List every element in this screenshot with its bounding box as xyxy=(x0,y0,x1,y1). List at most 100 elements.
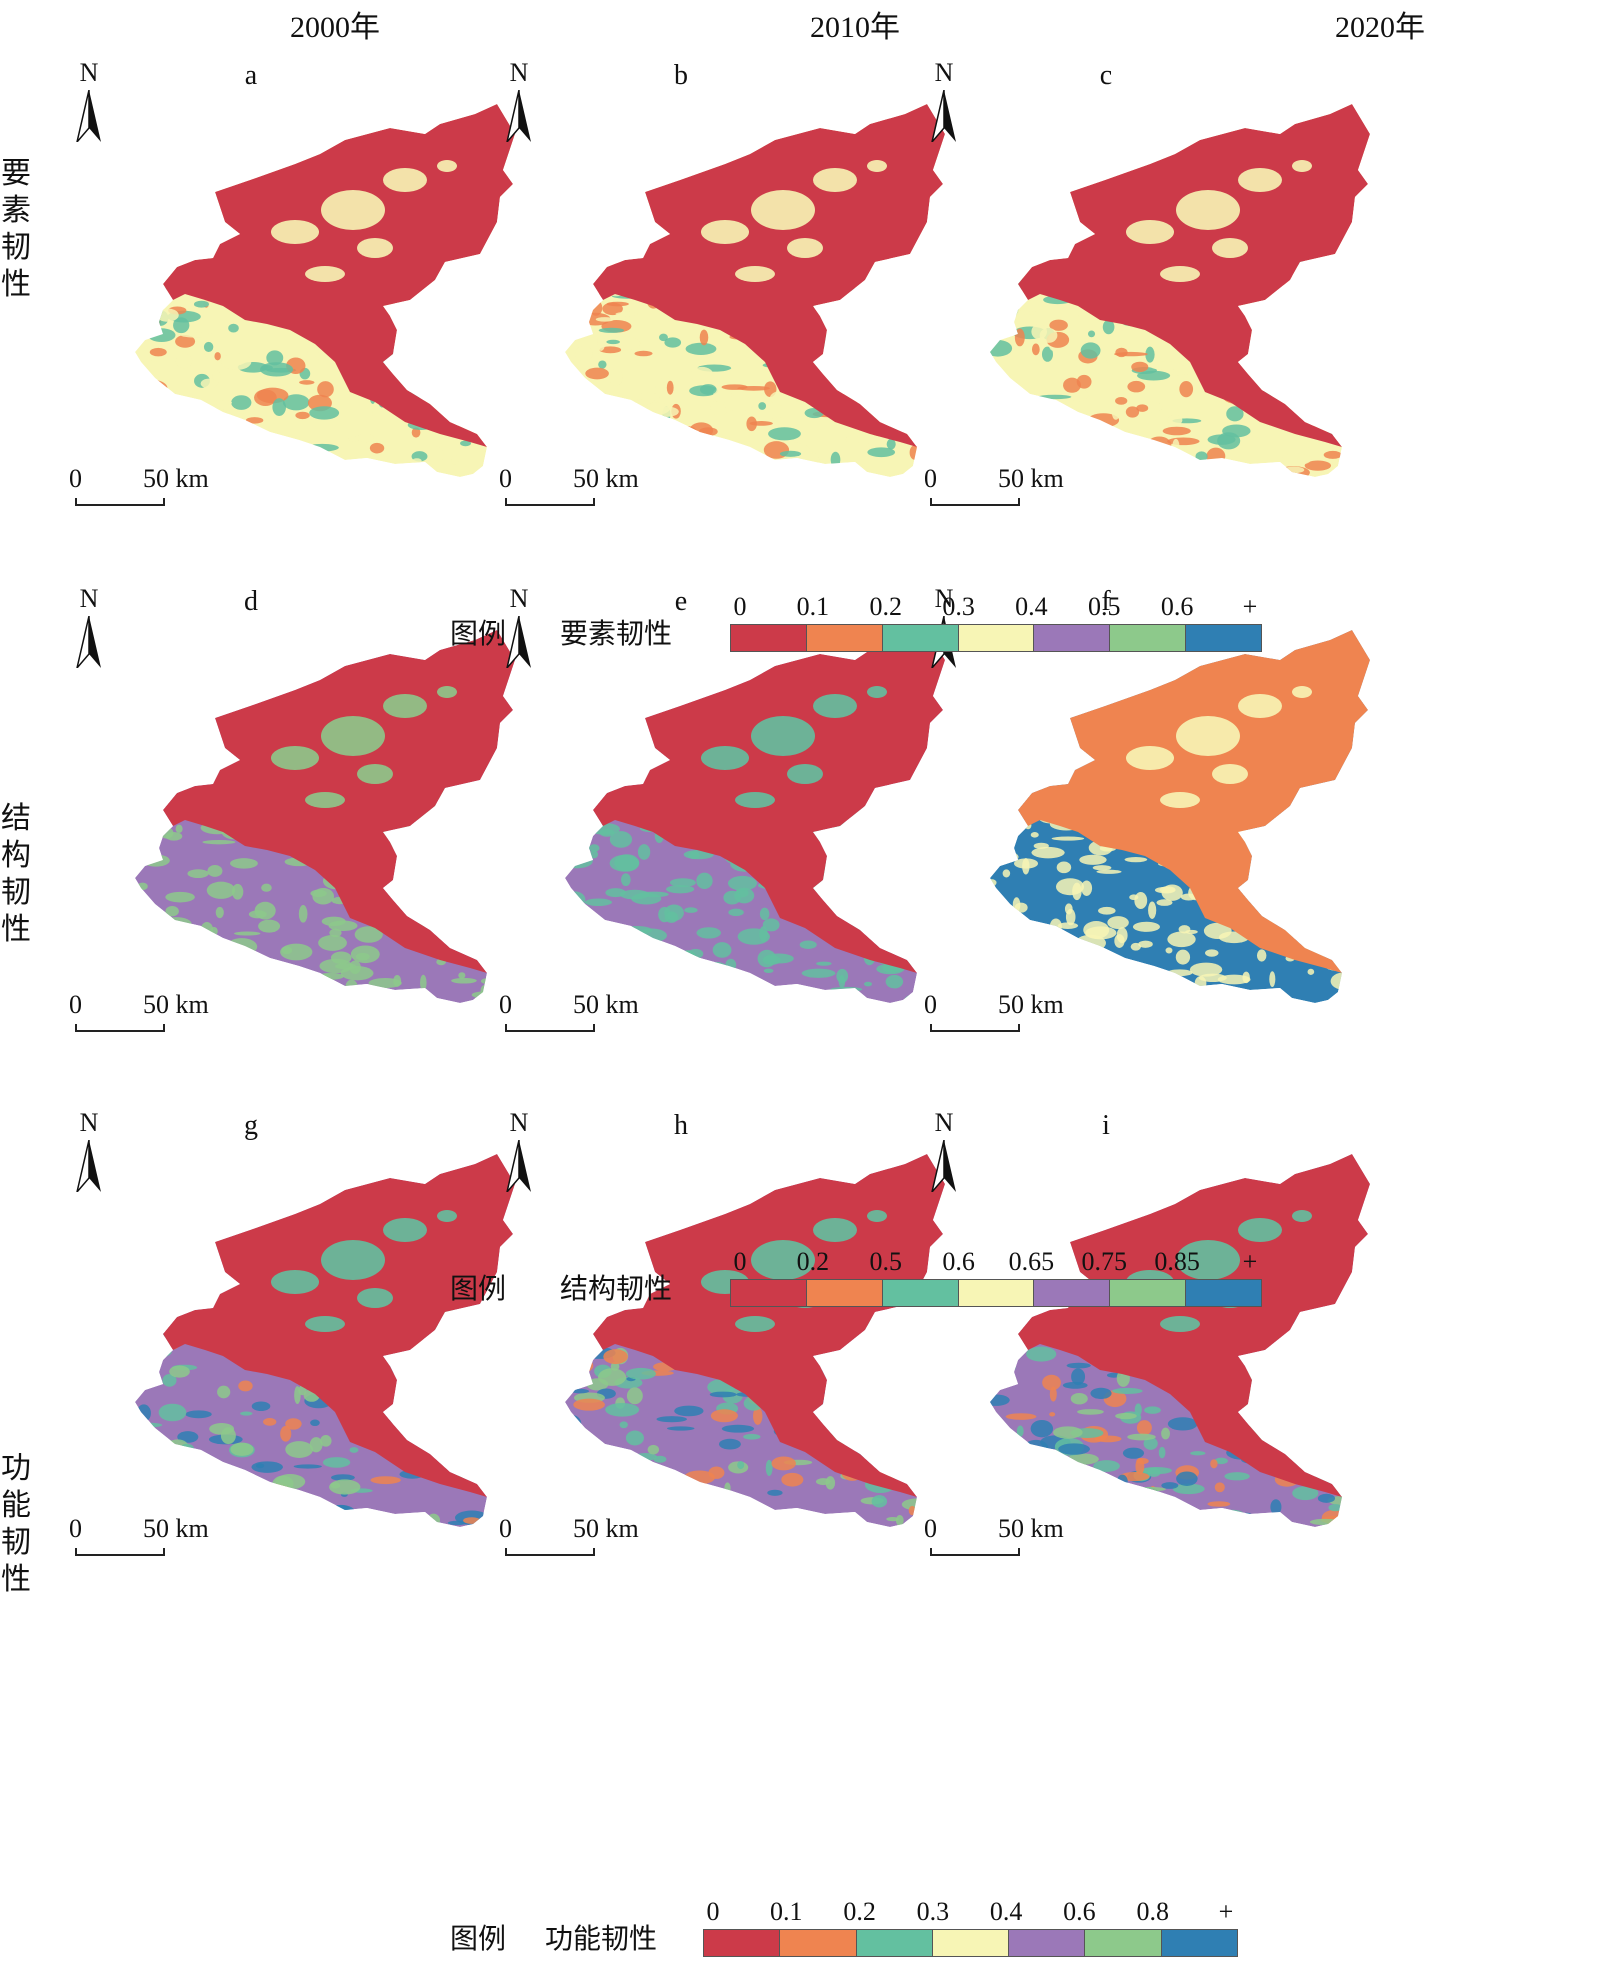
land-patch xyxy=(348,436,360,442)
land-patch xyxy=(420,974,427,991)
land-patch xyxy=(723,395,754,412)
land-patch xyxy=(445,1347,478,1362)
land-patch xyxy=(166,1439,190,1457)
land-patch xyxy=(1010,944,1036,962)
land-patch xyxy=(799,451,820,469)
land-patch xyxy=(755,988,771,994)
land-patch xyxy=(863,981,873,987)
land-patch xyxy=(886,1517,900,1522)
land-patch xyxy=(772,416,784,422)
land-patch xyxy=(1115,347,1128,358)
land-patch xyxy=(218,955,226,968)
land-patch xyxy=(258,919,281,933)
land-patch xyxy=(406,830,419,840)
land-patch xyxy=(191,405,210,412)
land-patch xyxy=(1096,869,1122,874)
land-patch xyxy=(320,1435,332,1447)
land-patch xyxy=(1128,1513,1156,1527)
map-panel-e: e N 0 50 km xyxy=(475,584,985,1068)
legend-tick-label: 0.6 xyxy=(942,1247,975,1276)
land-patch xyxy=(565,417,584,423)
land-patch xyxy=(404,855,413,865)
land-patch xyxy=(202,839,236,845)
land-patch xyxy=(169,1365,190,1378)
land-patch xyxy=(762,955,781,965)
land-patch xyxy=(251,1461,283,1473)
land-patch xyxy=(994,406,1014,415)
land-patch xyxy=(1010,407,1041,420)
legend-tick-label: 0.5 xyxy=(1088,592,1121,621)
land-patch xyxy=(245,417,264,424)
land-patch xyxy=(1135,1458,1145,1475)
land-patch xyxy=(1297,1455,1312,1469)
land-patch xyxy=(1077,1409,1104,1415)
land-patch xyxy=(579,1473,596,1481)
north-label: N xyxy=(509,584,529,613)
land-patch xyxy=(273,1499,300,1515)
land-patch xyxy=(1023,1439,1049,1457)
land-patch xyxy=(838,913,853,918)
map-panel-i: i N 0 50 km xyxy=(900,1108,1410,1592)
map-panel-g: g N 0 50 km xyxy=(45,1108,555,1592)
land-patch xyxy=(735,792,775,808)
legend-swatch xyxy=(1085,1930,1162,1956)
land-patch xyxy=(1022,858,1030,875)
north-label: N xyxy=(934,584,954,613)
land-patch xyxy=(1085,926,1117,940)
land-patch xyxy=(303,1504,337,1509)
land-patch xyxy=(226,938,258,956)
land-patch xyxy=(305,1316,345,1332)
land-patch xyxy=(1214,1482,1225,1493)
map-panel-a: a N 0 50 km xyxy=(45,58,555,542)
land-patch xyxy=(454,1383,476,1391)
land-patch xyxy=(1137,370,1171,381)
scale-zero: 0 xyxy=(69,990,82,1019)
legend-tick-label: 0.3 xyxy=(916,1897,950,1926)
land-patch xyxy=(138,1466,153,1472)
land-patch xyxy=(1125,406,1140,418)
land-patch xyxy=(574,1426,582,1433)
land-patch xyxy=(138,941,164,955)
land-patch xyxy=(1167,437,1200,446)
land-patch xyxy=(429,872,448,888)
land-patch xyxy=(265,979,280,996)
land-patch xyxy=(424,338,432,354)
scale-zero: 0 xyxy=(69,1514,82,1543)
land-patch xyxy=(217,1385,231,1399)
land-patch xyxy=(210,1472,227,1490)
scale-zero: 0 xyxy=(499,1514,512,1543)
legend-tick-label: 0 xyxy=(733,1247,747,1276)
land-patch xyxy=(140,442,152,459)
land-patch xyxy=(1090,1387,1112,1399)
land-patch xyxy=(185,1410,212,1419)
land-patch xyxy=(1185,929,1198,935)
land-patch xyxy=(699,329,709,346)
land-patch xyxy=(990,1320,1009,1326)
land-patch xyxy=(306,347,320,366)
land-patch xyxy=(759,926,768,943)
land-patch xyxy=(186,929,213,946)
land-patch xyxy=(1156,899,1173,906)
land-patch xyxy=(321,716,385,756)
land-patch xyxy=(406,865,435,873)
land-patch xyxy=(1238,168,1282,192)
land-patch xyxy=(1336,466,1351,477)
land-patch xyxy=(230,1442,254,1456)
land-patch xyxy=(137,844,151,862)
land-patch xyxy=(1319,1334,1332,1341)
land-patch xyxy=(860,300,895,313)
land-patch xyxy=(669,1482,682,1488)
land-patch xyxy=(394,338,415,345)
land-patch xyxy=(206,881,236,899)
land-patch xyxy=(724,1482,731,1494)
land-patch xyxy=(401,1352,422,1371)
scale-zero: 0 xyxy=(924,1514,937,1543)
land-patch xyxy=(255,1463,265,1469)
land-patch xyxy=(762,918,780,932)
land-patch xyxy=(801,968,836,978)
land-patch xyxy=(732,1496,754,1512)
north-arrow-icon: N xyxy=(499,584,539,678)
scale-zero: 0 xyxy=(69,464,82,493)
land-patch xyxy=(354,926,383,943)
land-patch xyxy=(1014,328,1025,347)
